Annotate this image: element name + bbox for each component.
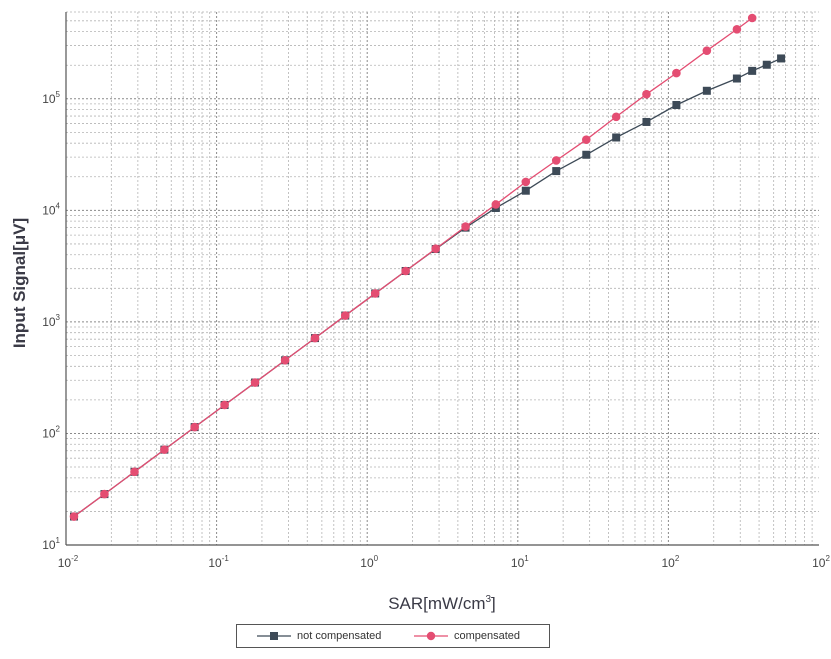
data-point-circle xyxy=(747,13,757,23)
y-tick-label: 105 xyxy=(42,90,60,106)
data-point-circle xyxy=(461,222,470,231)
data-point-circle xyxy=(401,266,410,276)
data-point-square xyxy=(702,86,711,95)
data-point-circle xyxy=(581,135,591,144)
x-tick-label: 102 xyxy=(661,554,679,570)
series-compensated xyxy=(69,13,757,521)
x-axis-title-main: SAR[mW/cm xyxy=(388,594,486,613)
series-line xyxy=(73,57,782,518)
data-point-square xyxy=(732,74,741,83)
data-point-square xyxy=(762,60,771,69)
data-point-circle xyxy=(521,177,531,187)
tick-labels: 10-2 10-1 100 101 102 102 101 102 103 104 105 xyxy=(42,90,830,570)
data-point-square xyxy=(552,167,561,176)
data-point-square xyxy=(612,133,621,142)
data-point-circle xyxy=(340,311,350,320)
data-point-circle xyxy=(220,400,229,410)
data-point-circle xyxy=(551,156,561,165)
x-tick-label: 101 xyxy=(511,554,529,570)
data-point-square xyxy=(521,186,530,195)
data-point-square xyxy=(582,150,591,159)
y-tick-label: 103 xyxy=(42,313,60,329)
legend-label-compensated: compensated xyxy=(454,630,521,642)
legend-label-not-compensated: not compensated xyxy=(297,630,382,642)
data-series xyxy=(69,13,786,521)
axes xyxy=(65,12,819,546)
data-point-circle xyxy=(732,24,742,34)
data-point-square xyxy=(672,100,681,109)
data-point-circle xyxy=(702,46,712,55)
series-line xyxy=(73,17,753,518)
y-tick-label: 101 xyxy=(42,536,60,552)
data-point-square xyxy=(748,66,757,75)
grid-lines xyxy=(65,11,819,546)
data-point-square xyxy=(777,54,786,63)
data-point-circle xyxy=(190,422,199,432)
legend-square-marker-icon xyxy=(257,632,291,640)
data-point-circle xyxy=(160,445,169,454)
x-axis-title: SAR[mW/cm3] xyxy=(388,594,496,614)
y-axis-title: Input Signal[μV] xyxy=(10,217,29,349)
data-point-circle xyxy=(310,333,320,343)
x-tick-label: 10-2 xyxy=(58,554,79,570)
data-point-circle xyxy=(431,244,440,254)
y-tick-label: 104 xyxy=(42,201,60,217)
data-point-circle xyxy=(491,200,501,209)
data-point-circle xyxy=(250,378,260,387)
data-point-circle xyxy=(69,512,79,521)
data-point-circle xyxy=(280,355,290,365)
data-point-circle xyxy=(130,467,139,477)
data-point-circle xyxy=(672,68,681,78)
data-point-circle xyxy=(611,112,621,122)
data-point-square xyxy=(642,117,651,126)
x-tick-label: 10-1 xyxy=(208,554,229,570)
data-point-circle xyxy=(642,89,651,99)
legend-circle-marker-icon xyxy=(414,631,448,641)
chart-legend: not compensated compensated xyxy=(236,624,550,648)
data-point-circle xyxy=(370,289,380,298)
x-axis-title-suffix: ] xyxy=(491,594,496,613)
x-tick-label: 100 xyxy=(360,554,378,570)
y-tick-label: 102 xyxy=(42,424,60,440)
x-tick-label: 102 xyxy=(812,554,830,570)
data-point-circle xyxy=(100,489,109,499)
x-axis-title-exponent: 3 xyxy=(485,594,492,605)
